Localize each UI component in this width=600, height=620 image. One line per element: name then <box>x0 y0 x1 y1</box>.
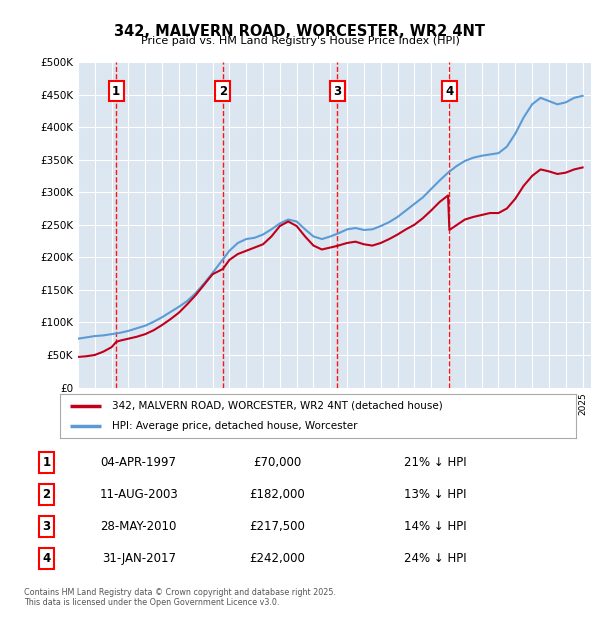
Text: 11-AUG-2003: 11-AUG-2003 <box>100 488 178 501</box>
Text: 1: 1 <box>43 456 50 469</box>
Text: 342, MALVERN ROAD, WORCESTER, WR2 4NT: 342, MALVERN ROAD, WORCESTER, WR2 4NT <box>115 24 485 38</box>
Text: £217,500: £217,500 <box>249 520 305 533</box>
Text: 28-MAY-2010: 28-MAY-2010 <box>101 520 177 533</box>
Text: £242,000: £242,000 <box>249 552 305 565</box>
Text: 21% ↓ HPI: 21% ↓ HPI <box>404 456 466 469</box>
Text: 4: 4 <box>43 552 50 565</box>
Text: HPI: Average price, detached house, Worcester: HPI: Average price, detached house, Worc… <box>112 421 357 432</box>
Text: 31-JAN-2017: 31-JAN-2017 <box>102 552 176 565</box>
Text: Contains HM Land Registry data © Crown copyright and database right 2025.
This d: Contains HM Land Registry data © Crown c… <box>24 588 336 607</box>
Text: 4: 4 <box>445 85 454 98</box>
Text: £182,000: £182,000 <box>249 488 305 501</box>
Text: 3: 3 <box>333 85 341 98</box>
Text: 342, MALVERN ROAD, WORCESTER, WR2 4NT (detached house): 342, MALVERN ROAD, WORCESTER, WR2 4NT (d… <box>112 401 442 411</box>
Text: 13% ↓ HPI: 13% ↓ HPI <box>404 488 466 501</box>
Text: 14% ↓ HPI: 14% ↓ HPI <box>404 520 466 533</box>
Text: £70,000: £70,000 <box>253 456 301 469</box>
Text: 1: 1 <box>112 85 120 98</box>
Text: 04-APR-1997: 04-APR-1997 <box>101 456 177 469</box>
Text: 3: 3 <box>43 520 50 533</box>
Text: 2: 2 <box>219 85 227 98</box>
Text: 2: 2 <box>43 488 50 501</box>
Text: 24% ↓ HPI: 24% ↓ HPI <box>404 552 466 565</box>
Text: Price paid vs. HM Land Registry's House Price Index (HPI): Price paid vs. HM Land Registry's House … <box>140 36 460 46</box>
